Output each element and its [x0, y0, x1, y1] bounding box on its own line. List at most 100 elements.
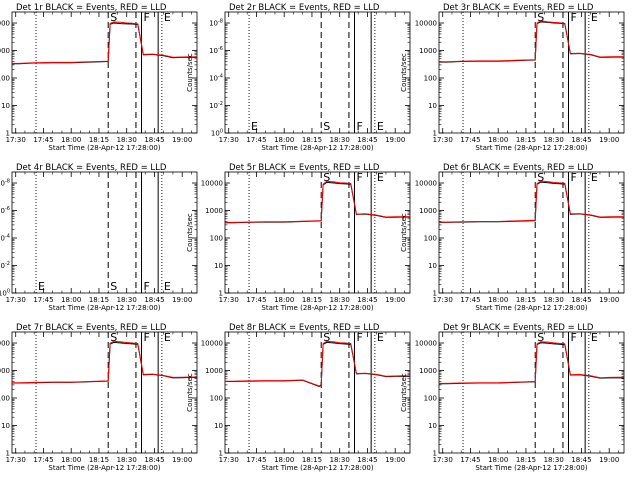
- x-tick-label: 18:00: [488, 296, 508, 304]
- x-tick-label: 18:15: [516, 456, 536, 464]
- x-tick-label: 18:00: [61, 456, 81, 464]
- y-tick-label: 10: [1, 422, 10, 430]
- y-tick-label: 10: [214, 422, 223, 430]
- series-line-lld: [439, 341, 625, 384]
- plot-frame: [224, 331, 411, 454]
- marker-label: F: [571, 331, 577, 344]
- x-tick-label: 18:30: [117, 136, 137, 144]
- marker-label: E: [164, 331, 171, 344]
- x-tick-label: 18:45: [357, 456, 377, 464]
- y-tick-label: 100: [424, 235, 437, 243]
- x-tick-label: 17:30: [433, 136, 453, 144]
- panel-title: Det 4r BLACK = Events, RED = LLD: [16, 163, 167, 173]
- y-tick-label: 10-4: [209, 74, 223, 83]
- panel-det-9: Det 9r BLACK = Events, RED = LLD 1 10 100 10…: [400, 323, 625, 472]
- series-line-events: [439, 342, 625, 385]
- x-tick-label: 18:15: [89, 136, 109, 144]
- x-tick-label: 19:00: [599, 296, 619, 304]
- y-tick-label: 10: [428, 262, 437, 270]
- y-axis-label: Counts/sec: [400, 213, 408, 252]
- marker-label: F: [357, 120, 363, 133]
- series-line-lld: [225, 340, 411, 387]
- marker-label: S: [323, 331, 330, 344]
- y-tick-label: 1000: [0, 367, 10, 375]
- y-tick-label: 10000: [201, 180, 223, 188]
- marker-label: E: [164, 280, 171, 293]
- marker-label: F: [571, 171, 577, 184]
- x-tick-label: 18:00: [61, 296, 81, 304]
- x-tick-label: 18:45: [571, 456, 591, 464]
- x-tick-label: 18:00: [274, 136, 294, 144]
- x-tick-label: 19:00: [599, 136, 619, 144]
- y-tick-label: 1000: [0, 47, 10, 55]
- y-tick-label: 10: [214, 262, 223, 270]
- y-axis-label: Counts/sec: [186, 373, 194, 412]
- marker-label: F: [144, 331, 150, 344]
- y-tick-label: 10: [428, 422, 437, 430]
- panel-title: Det 9r BLACK = Events, RED = LLD: [443, 323, 594, 333]
- plot-frame: [11, 331, 198, 454]
- x-tick-label: 18:30: [330, 296, 350, 304]
- marker-label: E: [377, 171, 384, 184]
- y-tick-label: 100: [424, 395, 437, 403]
- x-tick-label: 19:00: [385, 296, 405, 304]
- series-line-events: [12, 22, 198, 65]
- y-tick-label: 1: [219, 290, 223, 298]
- y-tick-label: 1000: [205, 207, 223, 215]
- x-axis-label: Start Time (28-Apr-12 17:28:00): [261, 144, 373, 152]
- marker-label: E: [591, 171, 598, 184]
- x-tick-label: 17:45: [246, 296, 266, 304]
- x-tick-label: 18:00: [488, 456, 508, 464]
- x-tick-label: 17:30: [433, 456, 453, 464]
- x-tick-label: 17:30: [6, 136, 26, 144]
- plot-frame: [224, 11, 411, 134]
- y-tick-label: 1: [433, 130, 437, 138]
- y-tick-label: 1000: [419, 207, 437, 215]
- panel-det-7: Det 7r BLACK = Events, RED = LLD 1 10 100 10…: [0, 323, 198, 472]
- series-line-lld: [439, 20, 625, 63]
- y-tick-label: 1: [6, 450, 10, 458]
- series-line-lld: [12, 340, 198, 384]
- y-tick-label: 10000: [415, 340, 437, 348]
- marker-label: F: [144, 11, 150, 24]
- x-tick-label: 18:30: [544, 136, 564, 144]
- y-axis-label: Counts/sec: [186, 53, 194, 92]
- y-axis-label: Counts/sec: [186, 213, 194, 252]
- x-tick-label: 17:45: [246, 136, 266, 144]
- series-line-lld: [225, 180, 411, 223]
- marker-label: E: [591, 331, 598, 344]
- x-tick-label: 18:00: [488, 136, 508, 144]
- x-axis-label: Start Time (28-Apr-12 17:28:00): [261, 304, 373, 312]
- x-tick-label: 18:15: [302, 136, 322, 144]
- plot-frame: [438, 171, 625, 294]
- y-tick-label: 100: [424, 75, 437, 83]
- x-tick-label: 18:00: [274, 456, 294, 464]
- y-tick-label: 1000: [419, 367, 437, 375]
- x-tick-label: 17:30: [219, 296, 239, 304]
- x-tick-label: 19:00: [172, 456, 192, 464]
- plot-frame: [438, 331, 625, 454]
- x-tick-label: 18:15: [89, 296, 109, 304]
- series-line-events: [225, 341, 411, 388]
- y-tick-label: 10-8: [0, 179, 10, 188]
- x-tick-label: 17:45: [246, 456, 266, 464]
- plot-frame: [11, 11, 198, 134]
- plot-frame: [438, 11, 625, 134]
- marker-label: S: [537, 331, 544, 344]
- x-tick-label: 18:30: [544, 456, 564, 464]
- y-axis-label: Counts/sec: [400, 373, 408, 412]
- x-tick-label: 18:30: [330, 136, 350, 144]
- x-axis-label: Start Time (28-Apr-12 17:28:00): [475, 304, 587, 312]
- marker-label: E: [591, 11, 598, 24]
- y-tick-label: 100: [0, 395, 10, 403]
- y-tick-label: 10-6: [209, 46, 223, 55]
- y-tick-label: 10: [428, 102, 437, 110]
- x-tick-label: 19:00: [385, 136, 405, 144]
- marker-label: E: [164, 11, 171, 24]
- panel-det-6: Det 6r BLACK = Events, RED = LLD 1 10 100 10…: [400, 163, 625, 312]
- panel-det-5: Det 5r BLACK = Events, RED = LLD 1 10 100 10…: [186, 163, 411, 312]
- marker-label: E: [377, 331, 384, 344]
- x-tick-label: 17:45: [33, 296, 53, 304]
- panel-title: Det 5r BLACK = Events, RED = LLD: [229, 163, 380, 173]
